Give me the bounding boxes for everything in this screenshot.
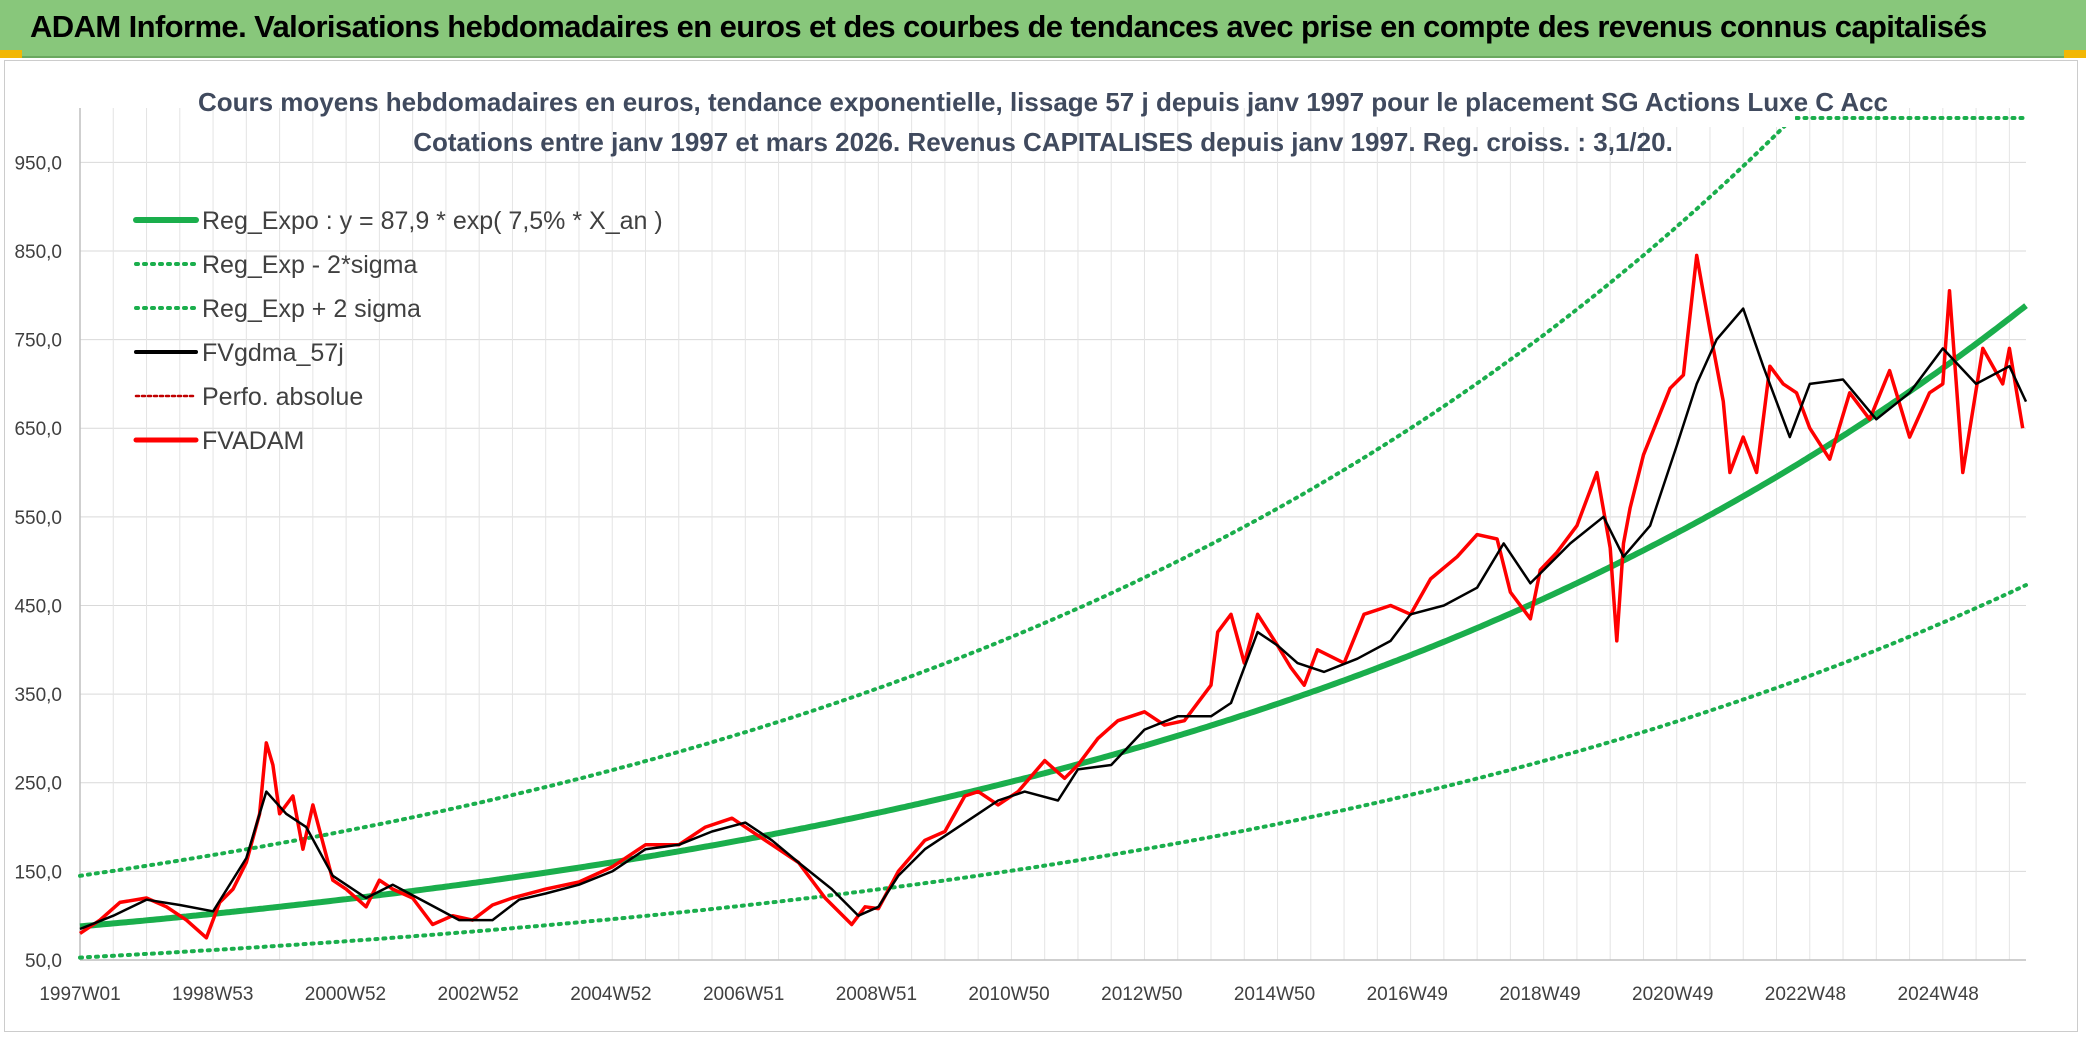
x-tick-label: 2004W52: [570, 984, 651, 1005]
corner-marker-left: [0, 50, 22, 58]
x-tick-label: 1998W53: [172, 984, 253, 1005]
x-tick-label: 2010W50: [968, 984, 1049, 1005]
report-header: ADAM Informe. Valorisations hebdomadaire…: [0, 0, 2086, 58]
fvgdma-57j-line: [79, 307, 2028, 931]
legend-label: Reg_Expo : y = 87,9 * exp( 7,5% * X_an ): [202, 207, 663, 235]
chart-title: Cours moyens hebdomadaires en euros, ten…: [198, 87, 1888, 117]
plot-border: [4, 60, 2078, 1032]
x-axis-ticks: 1997W01 1998W53 2000W52 2002W52 2004W52 2006W…: [39, 984, 1979, 1005]
x-tick-label: 2016W49: [1367, 984, 1448, 1005]
x-tick-label: 2020W49: [1632, 984, 1713, 1005]
legend-label: FVgdma_57j: [202, 339, 344, 367]
x-tick-label: 2006W51: [703, 984, 784, 1005]
legend: Reg_Expo : y = 87,9 * exp( 7,5% * X_an )…: [133, 207, 663, 455]
chart-subtitle: Cotations entre janv 1997 et mars 2026. …: [413, 127, 1673, 157]
y-tick-label: 350,0: [14, 685, 62, 706]
report-title: ADAM Informe. Valorisations hebdomadaire…: [30, 9, 1987, 44]
y-tick-label: 150,0: [14, 862, 62, 883]
fvadam-line: [79, 253, 2025, 940]
y-tick-label: 750,0: [14, 331, 62, 352]
x-tick-label: 2000W52: [305, 984, 386, 1005]
y-tick-label: 850,0: [14, 242, 62, 263]
corner-marker-right: [2064, 50, 2086, 58]
title-backdrop: [1355, 95, 1795, 127]
grid: [79, 108, 2026, 961]
x-tick-label: 1997W01: [39, 984, 120, 1005]
y-tick-label: 50,0: [25, 951, 62, 972]
reg-exp-plus-2sigma-line: [78, 116, 2028, 878]
legend-label: Reg_Exp + 2 sigma: [202, 295, 421, 323]
y-tick-label: 250,0: [14, 774, 62, 795]
y-tick-label: 950,0: [14, 153, 62, 174]
legend-label: Perfo. absolue: [202, 383, 363, 411]
legend-label: Reg_Exp - 2*sigma: [202, 251, 417, 279]
reg-exp-minus-2sigma-line: [78, 583, 2028, 960]
y-tick-label: 650,0: [14, 419, 62, 440]
x-tick-label: 2008W51: [836, 984, 917, 1005]
y-tick-label: 550,0: [14, 508, 62, 529]
y-tick-label: 450,0: [14, 596, 62, 617]
x-tick-label: 2014W50: [1234, 984, 1315, 1005]
legend-label: FVADAM: [202, 427, 304, 455]
series-lines: [78, 116, 2028, 960]
x-tick-label: 2024W48: [1898, 984, 1979, 1005]
y-axis-ticks: 50,0 150,0 250,0 350,0 450,0 550,0 650,0 750,0 8…: [14, 153, 62, 972]
reg-expo-line: [79, 303, 2028, 930]
x-tick-label: 2018W49: [1499, 984, 1580, 1005]
x-tick-label: 2012W50: [1101, 984, 1182, 1005]
x-tick-label: 2022W48: [1765, 984, 1846, 1005]
x-tick-label: 2002W52: [438, 984, 519, 1005]
